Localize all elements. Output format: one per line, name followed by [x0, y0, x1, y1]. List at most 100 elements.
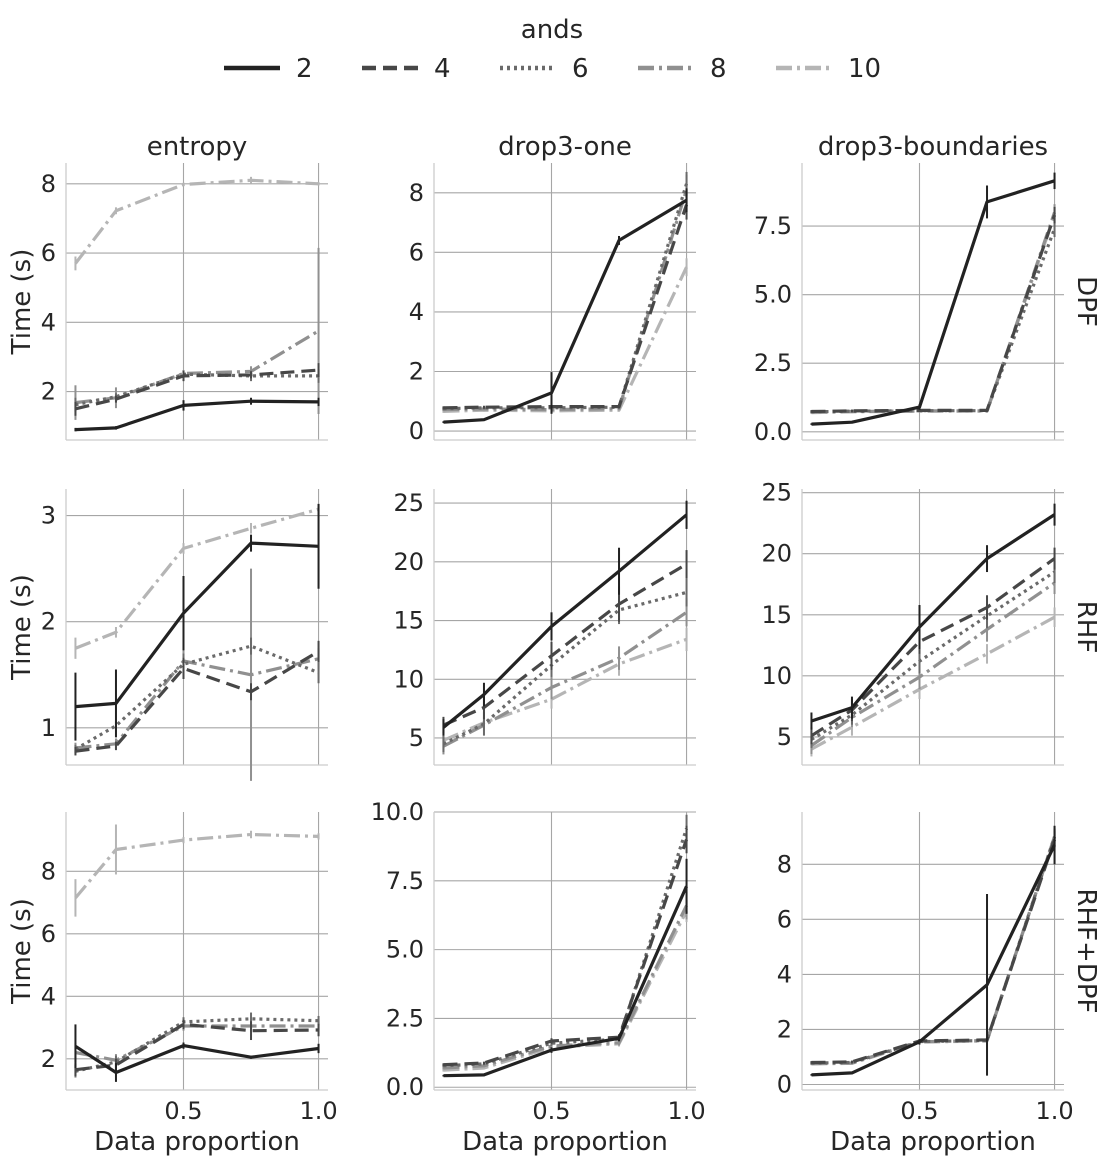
y-tick-label: 6: [41, 239, 56, 267]
y-tick-label: 1: [41, 714, 56, 742]
series-line-ands-10: [443, 266, 688, 413]
y-tick-label: 0.0: [386, 1073, 424, 1101]
series-line-ands-4: [810, 557, 1056, 738]
series-line-ands-10: [811, 214, 1057, 415]
x-axis-label: Data proportion: [830, 1127, 1036, 1157]
y-tick-label: 2: [41, 1045, 56, 1073]
y-tick-label: 5.0: [386, 936, 424, 964]
y-tick-label: 25: [393, 489, 424, 517]
y-tick-label: 6: [41, 920, 56, 948]
series-line-ands-10: [810, 615, 1056, 751]
series-line-ands-6: [443, 828, 689, 1068]
y-tick-label: 25: [761, 479, 792, 507]
series-line-ands-6: [443, 183, 689, 411]
series-line-ands-10: [74, 832, 319, 899]
y-tick-label: 2: [777, 1015, 792, 1043]
series-line-ands-2: [810, 513, 1056, 723]
y-tick-label: 15: [761, 601, 792, 629]
y-axis-label: Time (s): [7, 898, 37, 1005]
series-line-ands-2: [75, 541, 319, 709]
y-tick-label: 2: [409, 357, 424, 385]
series-line-ands-6: [74, 644, 320, 751]
series-line-ands-10: [442, 637, 688, 742]
y-tick-label: 5: [777, 723, 792, 751]
series-line-ands-4: [442, 562, 688, 727]
y-axis-label: Time (s): [7, 249, 37, 356]
x-tick-label: 1.0: [299, 1097, 337, 1125]
legend-label-2: 2: [296, 54, 313, 84]
series-line-ands-2: [811, 179, 1055, 426]
y-tick-label: 0.0: [754, 418, 792, 446]
x-tick-label: 1.0: [667, 1097, 705, 1125]
row-title-DPF: DPF: [1071, 276, 1101, 327]
y-axis-label: Time (s): [7, 574, 37, 681]
y-tick-label: 2: [41, 378, 56, 406]
series-line-ands-4: [75, 1022, 319, 1072]
series-line-ands-10: [74, 507, 319, 650]
panel-DPF-entropy: 2 4 6 8 Time (s) entropy: [7, 132, 328, 441]
row-title-RHF+DPF: RHF+DPF: [1071, 888, 1101, 1013]
series-line-ands-8: [443, 904, 688, 1070]
x-tick-label: 0.5: [532, 1097, 570, 1125]
y-tick-label: 10: [393, 665, 424, 693]
y-tick-label: 20: [393, 548, 424, 576]
series-line-ands-4: [443, 838, 689, 1067]
legend-title: ands: [521, 15, 583, 45]
panel-RHF-drop3-boundaries: 5 10 15 20 25 RHF: [761, 479, 1101, 766]
row-title-RHF: RHF: [1071, 601, 1101, 654]
y-tick-label: 10.0: [371, 798, 424, 826]
x-tick-label: 1.0: [1035, 1097, 1073, 1125]
column-title-entropy: entropy: [147, 132, 248, 162]
series-line-ands-2: [75, 399, 319, 432]
legend-label-6: 6: [572, 54, 589, 84]
series-line-ands-8: [811, 211, 1057, 414]
y-tick-label: 2: [41, 608, 56, 636]
y-tick-label: 4: [41, 308, 56, 336]
y-tick-label: 0: [409, 417, 424, 445]
series-line-ands-2: [442, 513, 688, 729]
panel-RHF-entropy: 1 2 3 Time (s): [7, 489, 328, 781]
x-axis-label: Data proportion: [462, 1127, 668, 1157]
series-line-ands-8: [810, 581, 1056, 747]
y-tick-label: 6: [777, 905, 792, 933]
panel-DPF-drop3-boundaries: 0.0 2.5 5.0 7.5 drop3-boundaries DPF: [754, 132, 1101, 446]
series-line-ands-4: [811, 214, 1057, 414]
y-tick-label: 7.5: [386, 867, 424, 895]
legend-label-4: 4: [434, 54, 451, 84]
y-tick-label: 2.5: [754, 349, 792, 377]
y-tick-label: 8: [777, 850, 792, 878]
legend-label-10: 10: [848, 54, 881, 84]
column-title-drop3-one: drop3-one: [498, 132, 632, 162]
series-line-ands-4: [75, 650, 320, 753]
x-tick-label: 0.5: [164, 1097, 202, 1125]
legend-entries: 2 4 6 8 10: [224, 54, 881, 84]
y-tick-label: 5: [409, 724, 424, 752]
x-axis-label: Data proportion: [94, 1127, 300, 1157]
y-tick-label: 15: [393, 607, 424, 635]
y-tick-label: 4: [409, 298, 424, 326]
series-line-ands-8: [75, 329, 320, 405]
legend-label-8: 8: [710, 54, 727, 84]
panel-DPF-drop3-one: 0 2 4 6 8 drop3-one: [409, 132, 696, 445]
y-tick-label: 4: [777, 960, 792, 988]
y-tick-label: 2.5: [386, 1004, 424, 1032]
y-tick-label: 8: [41, 857, 56, 885]
y-tick-label: 3: [41, 502, 56, 530]
y-tick-label: 6: [409, 238, 424, 266]
y-tick-label: 7.5: [754, 212, 792, 240]
legend: ands 2 4 6 8 10: [224, 15, 881, 84]
y-tick-label: 10: [761, 662, 792, 690]
y-tick-label: 8: [409, 179, 424, 207]
panel-RHF-drop3-one: 5 10 15 20 25: [393, 489, 696, 766]
x-tick-label: 0.5: [900, 1097, 938, 1125]
series-line-ands-10: [74, 178, 319, 265]
y-tick-label: 5.0: [754, 281, 792, 309]
y-tick-label: 0: [777, 1070, 792, 1098]
column-title-drop3-boundaries: drop3-boundaries: [818, 132, 1048, 162]
y-tick-label: 8: [41, 170, 56, 198]
